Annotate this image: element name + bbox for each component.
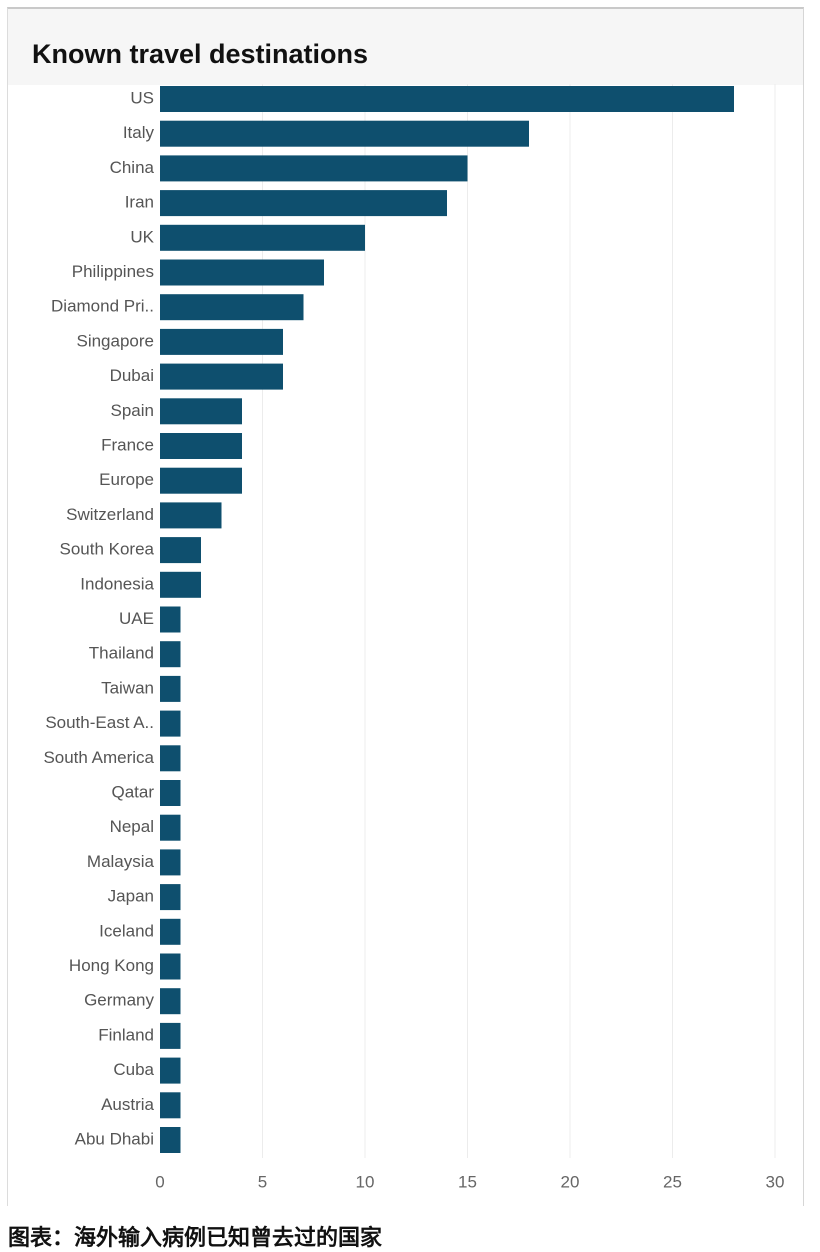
x-tick-label: 30 [766,1172,785,1191]
category-label: Taiwan [101,678,154,697]
bar [160,953,181,980]
category-label: Philippines [72,262,154,281]
bar [160,675,181,702]
category-label: Japan [108,887,154,906]
x-tick-label: 5 [258,1172,267,1191]
bar [160,190,447,217]
bar [160,259,324,286]
bar [160,86,734,112]
bar [160,294,304,321]
category-label: UK [130,227,154,246]
bars [160,86,734,1153]
category-label: Malaysia [87,852,155,871]
chart-title: Known travel destinations [32,39,369,69]
bar [160,1127,181,1153]
x-tick-label: 25 [663,1172,682,1191]
title-band [8,9,803,85]
category-labels: US Italy China Iran UK Philippines Diamond Pri… [43,88,154,1148]
figure-caption: 图表：海外输入病例已知曾去过的国家 [8,1225,383,1250]
category-label: South America [43,748,154,767]
category-label: Abu Dhabi [75,1129,154,1148]
bar [160,814,181,841]
category-label: Germany [84,991,154,1010]
bar [160,1057,181,1084]
category-label: US [130,88,154,107]
bar [160,537,201,564]
bar [160,745,181,772]
category-label: Cuba [113,1060,154,1079]
bar [160,1022,181,1049]
category-label: Finland [98,1025,154,1044]
bar [160,224,365,251]
bar [160,918,181,945]
bar [160,155,468,182]
bar [160,606,181,633]
category-label: Nepal [110,817,154,836]
x-tick-label: 15 [458,1172,477,1191]
bar [160,433,242,459]
bar [160,884,181,911]
x-tick-label: 10 [356,1172,375,1191]
category-label: Dubai [110,366,154,385]
bar [160,1092,181,1119]
category-label: Iran [125,193,154,212]
bar [160,571,201,598]
category-label: France [101,435,154,454]
category-label: Iceland [99,921,154,940]
category-label: Spain [111,401,154,420]
bar [160,849,181,876]
bar [160,328,283,355]
bar [160,988,181,1015]
category-label: Indonesia [80,574,154,593]
category-label: Singapore [76,331,154,350]
bar [160,363,283,390]
category-label: UAE [119,609,154,628]
category-label: Austria [101,1095,154,1114]
category-label: South-East A.. [45,713,154,732]
bar [160,467,242,494]
category-label: Hong Kong [69,956,154,975]
category-label: South Korea [59,540,154,559]
category-label: Italy [123,123,155,142]
category-label: Diamond Pri.. [51,297,154,316]
bar [160,120,529,147]
bar [160,398,242,425]
bar [160,502,222,529]
x-tick-label: 20 [561,1172,580,1191]
x-tick-label: 0 [155,1172,164,1191]
category-label: Qatar [111,782,154,801]
category-label: Switzerland [66,505,154,524]
x-axis-ticks: 0 5 10 15 20 25 30 [155,1172,784,1191]
category-label: China [110,158,155,177]
bar [160,710,181,737]
bar [160,780,181,806]
category-label: Thailand [89,644,154,663]
bar [160,641,181,668]
category-label: Europe [99,470,154,489]
